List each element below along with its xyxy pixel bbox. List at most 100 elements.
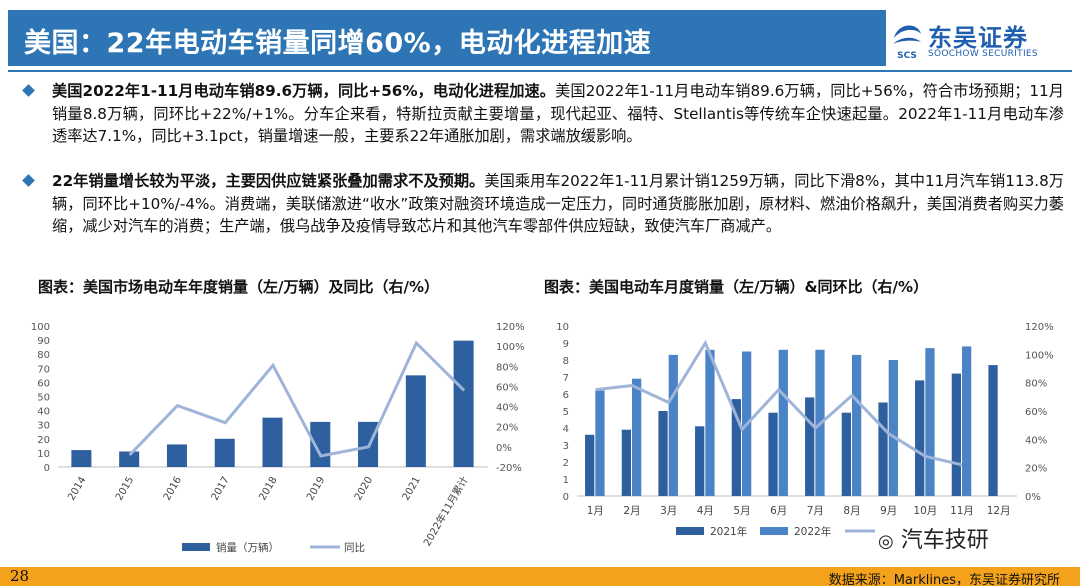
- x-tick-label: 2015: [114, 475, 136, 503]
- header-divider: [8, 70, 1072, 72]
- page-title: 美国：22年电动车销量同增60%，电动化进程加速: [24, 28, 652, 59]
- y-left-tick-label: 70: [37, 364, 50, 375]
- page-number: 28: [10, 567, 30, 585]
- bullet-lead: 22年销量增长较为平淡，主要因供应链紧张叠加需求不及预期。: [52, 172, 485, 190]
- bar: [962, 346, 972, 496]
- x-tick-label: 1月: [587, 505, 604, 517]
- line-series: [595, 339, 963, 467]
- y-right-tick-label: 40%: [1025, 435, 1047, 446]
- y-right-tick-label: 100%: [496, 342, 525, 353]
- x-tick-label: 2022年11月累计: [420, 474, 470, 548]
- bar: [166, 444, 187, 467]
- legend-swatch: [676, 527, 704, 535]
- watermark: ◎ 汽车技研: [878, 522, 989, 554]
- y-left-tick-label: 0: [563, 492, 569, 503]
- y-left-tick-label: 100: [31, 322, 50, 333]
- y-right-tick-label: 120%: [496, 322, 525, 333]
- bar: [621, 429, 631, 496]
- bar: [778, 349, 788, 496]
- legend-label: 2022年: [794, 525, 831, 538]
- bar: [805, 397, 815, 496]
- bar: [888, 360, 898, 496]
- left-chart-title: 图表：美国市场电动车年度销量（左/万辆）及同比（右/%）: [38, 278, 439, 296]
- x-tick-label: 2019: [305, 475, 327, 503]
- bar: [695, 426, 705, 496]
- y-left-tick-label: 5: [563, 407, 569, 418]
- bar: [988, 365, 998, 496]
- bar: [119, 451, 140, 467]
- x-tick-label: 10月: [913, 505, 937, 517]
- y-right-tick-label: -20%: [496, 463, 522, 474]
- bar: [705, 349, 715, 496]
- y-right-tick-label: 60%: [1025, 407, 1047, 418]
- x-tick-label: 3月: [660, 505, 677, 517]
- y-left-tick-label: 60: [37, 378, 50, 389]
- legend-label: 同比: [344, 541, 365, 554]
- x-tick-label: 4月: [697, 505, 714, 517]
- bullet-body: 美国2022年1-11月电动车销89.6万辆，同比+56%，符合市场预期；11月…: [52, 82, 1064, 145]
- y-left-tick-label: 7: [563, 373, 569, 384]
- legend-swatch: [182, 543, 210, 551]
- bullet-text: 22年销量增长较为平淡，主要因供应链紧张叠加需求不及预期。美国乘用车2022年1…: [52, 170, 1064, 238]
- y-right-tick-label: 80%: [1025, 379, 1047, 390]
- bar: [731, 399, 741, 496]
- bar: [262, 417, 283, 467]
- x-tick-label: 6月: [770, 505, 787, 517]
- y-left-tick-label: 0: [44, 463, 50, 474]
- bar: [585, 434, 595, 496]
- bar: [915, 380, 925, 496]
- x-tick-label: 7月: [807, 505, 824, 517]
- x-tick-label: 9月: [880, 505, 897, 517]
- y-right-tick-label: 100%: [1025, 350, 1054, 361]
- y-left-tick-label: 90: [37, 336, 50, 347]
- brand-logo: SCS 东吴证券 SOOCHOW SECURITIES: [890, 18, 1070, 62]
- y-left-tick-label: 2: [563, 458, 569, 469]
- y-left-tick-label: 4: [563, 424, 569, 435]
- y-left-tick-label: 1: [563, 475, 569, 486]
- bar: [852, 354, 862, 496]
- y-left-tick-label: 40: [37, 407, 50, 418]
- bar: [925, 348, 935, 496]
- wechat-icon: ◎: [878, 531, 894, 552]
- bar: [632, 378, 642, 496]
- bar: [453, 340, 474, 467]
- y-left-tick-label: 10: [37, 449, 50, 460]
- legend-label: 2021年: [710, 525, 747, 538]
- x-tick-label: 12月: [987, 505, 1011, 517]
- y-left-tick-label: 3: [563, 441, 569, 452]
- bullet-1: 美国2022年1-11月电动车销89.6万辆，同比+56%，电动化进程加速。美国…: [22, 80, 1064, 148]
- y-left-tick-label: 80: [37, 350, 50, 361]
- y-right-tick-label: 0%: [1025, 492, 1041, 503]
- x-tick-label: 5月: [733, 505, 750, 517]
- bar: [658, 411, 668, 496]
- bar: [71, 450, 92, 467]
- data-source: 数据来源：Marklines，东吴证券研究所: [828, 573, 1060, 588]
- y-right-tick-label: 120%: [1025, 322, 1054, 333]
- watermark-text: 汽车技研: [900, 528, 989, 553]
- logo-mark-icon: SCS: [893, 25, 921, 60]
- annual-sales-chart: 0 10 20 30 40 50 60 70 80 90 100 -20% 0% 20% 40% 60% 80%…: [31, 322, 525, 554]
- legend-label: 销量（万辆）: [216, 541, 279, 554]
- y-left-tick-label: 9: [563, 339, 569, 350]
- y-left-tick-label: 20: [37, 435, 50, 446]
- y-right-tick-label: 80%: [496, 362, 518, 373]
- bar: [841, 412, 851, 496]
- y-right-tick-label: 0%: [496, 443, 512, 454]
- logo-text-en: SOOCHOW SECURITIES: [928, 49, 1038, 59]
- y-right-tick-label: 20%: [1025, 464, 1047, 475]
- line-series: [128, 340, 466, 458]
- x-tick-label: 2018: [257, 475, 279, 503]
- x-tick-label: 11月: [950, 505, 974, 517]
- x-tick-label: 2014: [66, 475, 88, 503]
- logo-mark-text: SCS: [897, 51, 917, 60]
- y-left-tick-label: 50: [37, 393, 50, 404]
- x-tick-label: 2017: [210, 475, 232, 503]
- footer-bar: 28 数据来源：Marklines，东吴证券研究所: [0, 567, 1080, 588]
- legend-swatch: [760, 527, 788, 535]
- x-tick-label: 2020: [353, 475, 375, 503]
- x-tick-label: 2016: [162, 475, 184, 503]
- bar: [878, 402, 888, 496]
- bullet-diamond-icon: [22, 174, 35, 187]
- right-chart-title: 图表：美国电动车月度销量（左/万辆）&同环比（右/%）: [544, 278, 929, 296]
- y-left-tick-label: 6: [563, 390, 569, 401]
